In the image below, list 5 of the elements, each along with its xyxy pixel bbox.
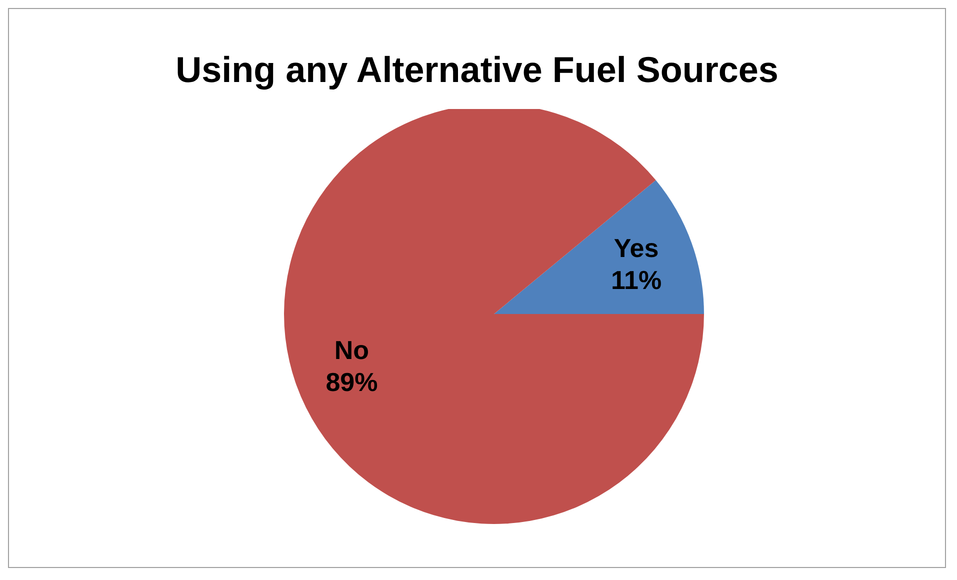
chart-title: Using any Alternative Fuel Sources [174,48,780,92]
slice-label: No [334,335,370,366]
data-label: 89% [326,367,378,398]
data-label: 11% [610,264,662,295]
slice-label: Yes [614,232,659,263]
